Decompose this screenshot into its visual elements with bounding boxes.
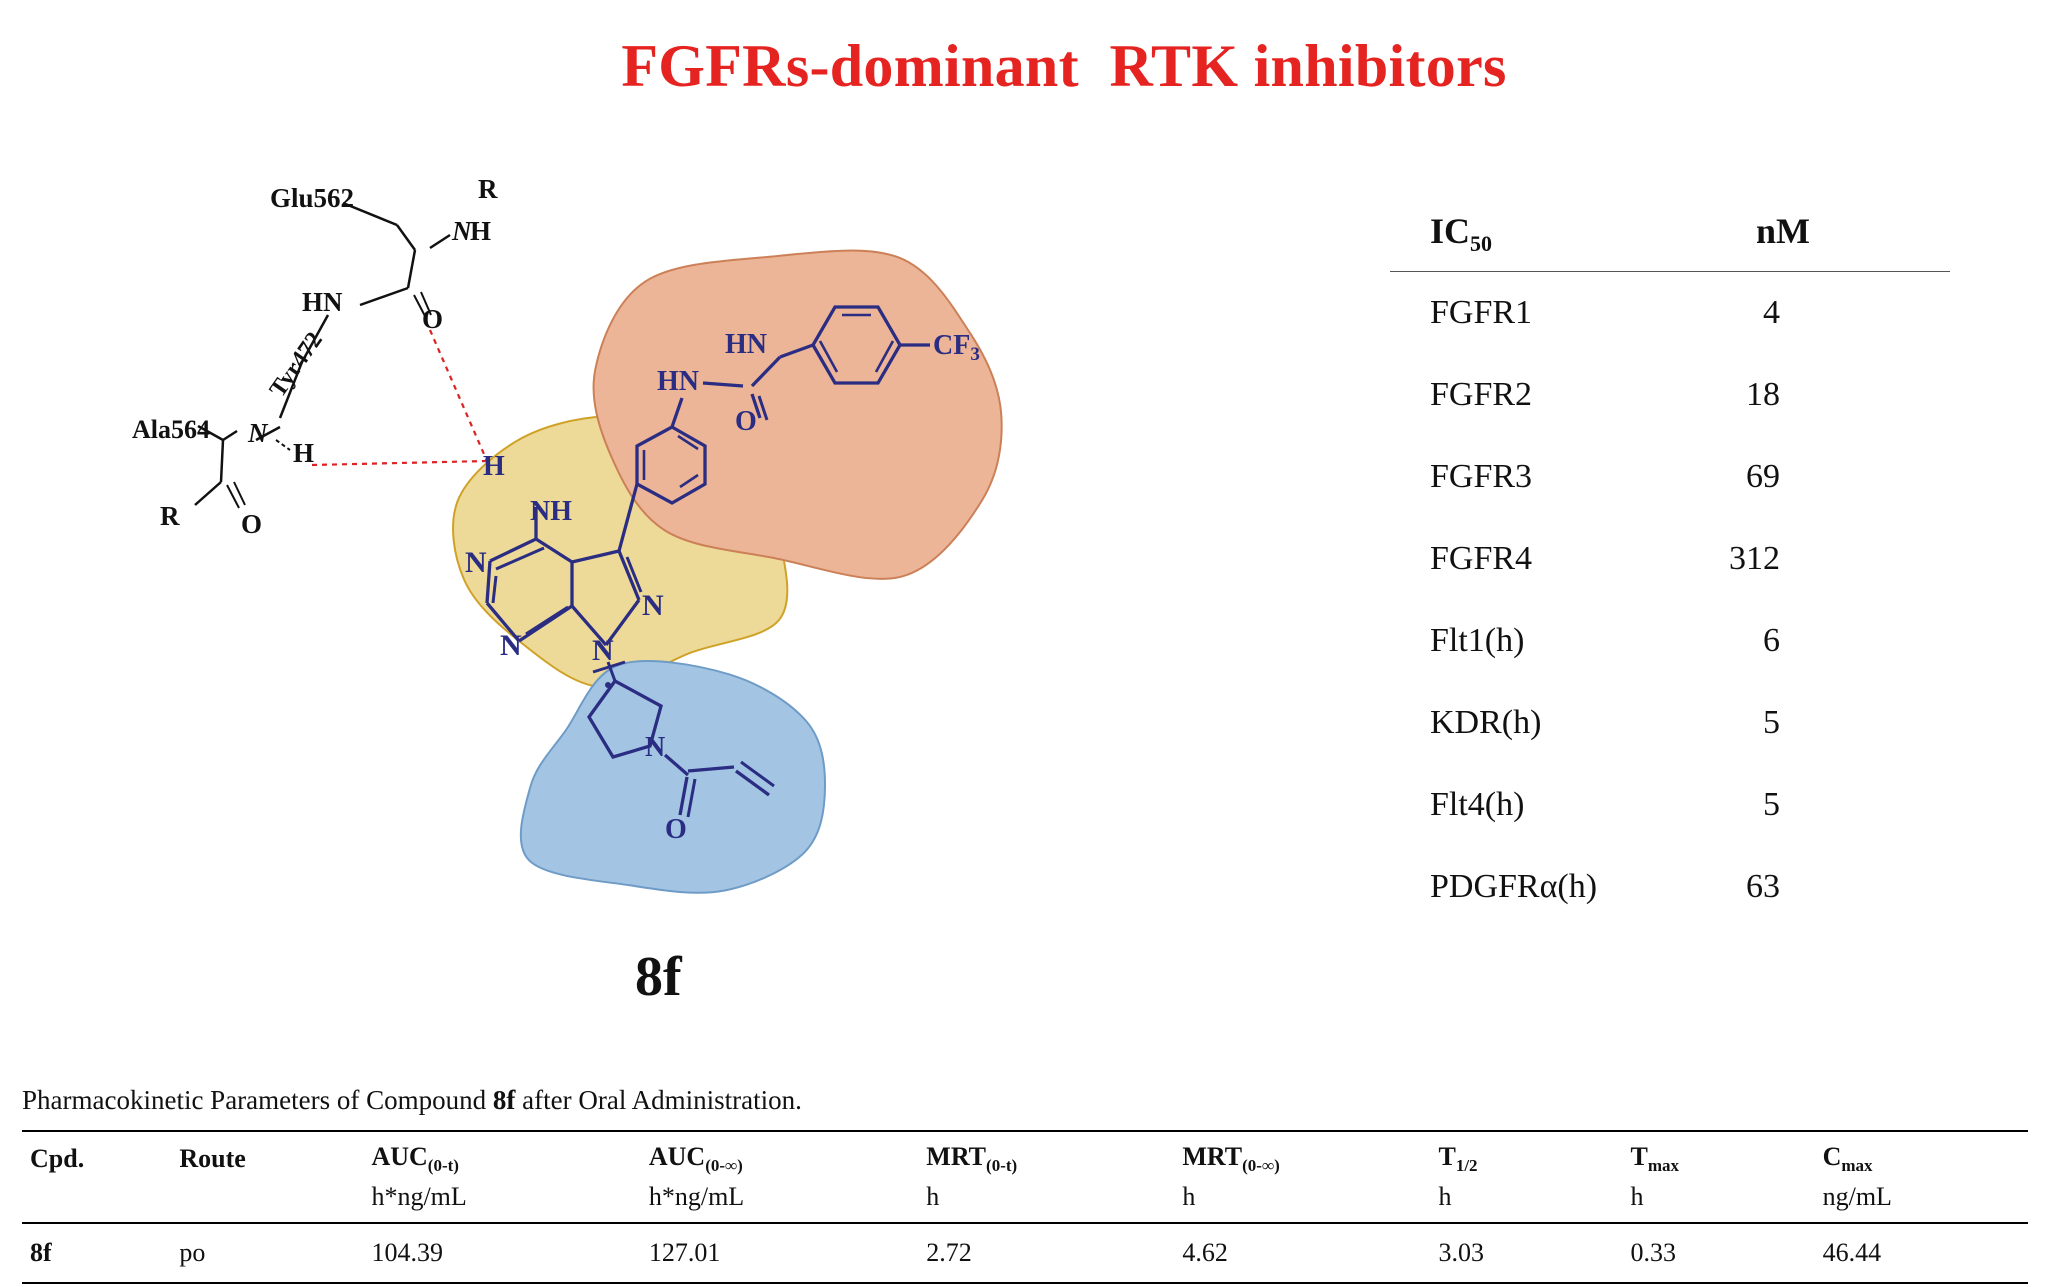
- svg-text:Glu562: Glu562: [270, 183, 354, 213]
- svg-text:O: O: [665, 814, 687, 845]
- svg-text:H: H: [483, 451, 505, 482]
- svg-text:HN: HN: [302, 287, 343, 317]
- svg-text:N: N: [247, 418, 269, 448]
- svg-text:N: N: [500, 629, 522, 662]
- svg-text:H: H: [293, 438, 314, 468]
- svg-text:H: H: [470, 216, 491, 246]
- svg-text:Tyr472: Tyr472: [265, 328, 328, 403]
- svg-text:O: O: [735, 406, 757, 437]
- svg-text:N: N: [592, 634, 614, 667]
- svg-text:CF3: CF3: [933, 330, 980, 365]
- svg-text:Ala564: Ala564: [132, 415, 210, 444]
- svg-text:HN: HN: [657, 366, 699, 397]
- svg-text:HN: HN: [725, 329, 767, 360]
- svg-text:N: N: [642, 589, 664, 622]
- svg-text:R: R: [160, 501, 180, 531]
- svg-text:N: N: [645, 732, 665, 763]
- svg-text:O: O: [241, 509, 262, 539]
- svg-text:N: N: [465, 546, 487, 579]
- svg-text:O: O: [422, 304, 443, 334]
- svg-text:R: R: [478, 174, 498, 204]
- svg-text:NH: NH: [530, 496, 572, 527]
